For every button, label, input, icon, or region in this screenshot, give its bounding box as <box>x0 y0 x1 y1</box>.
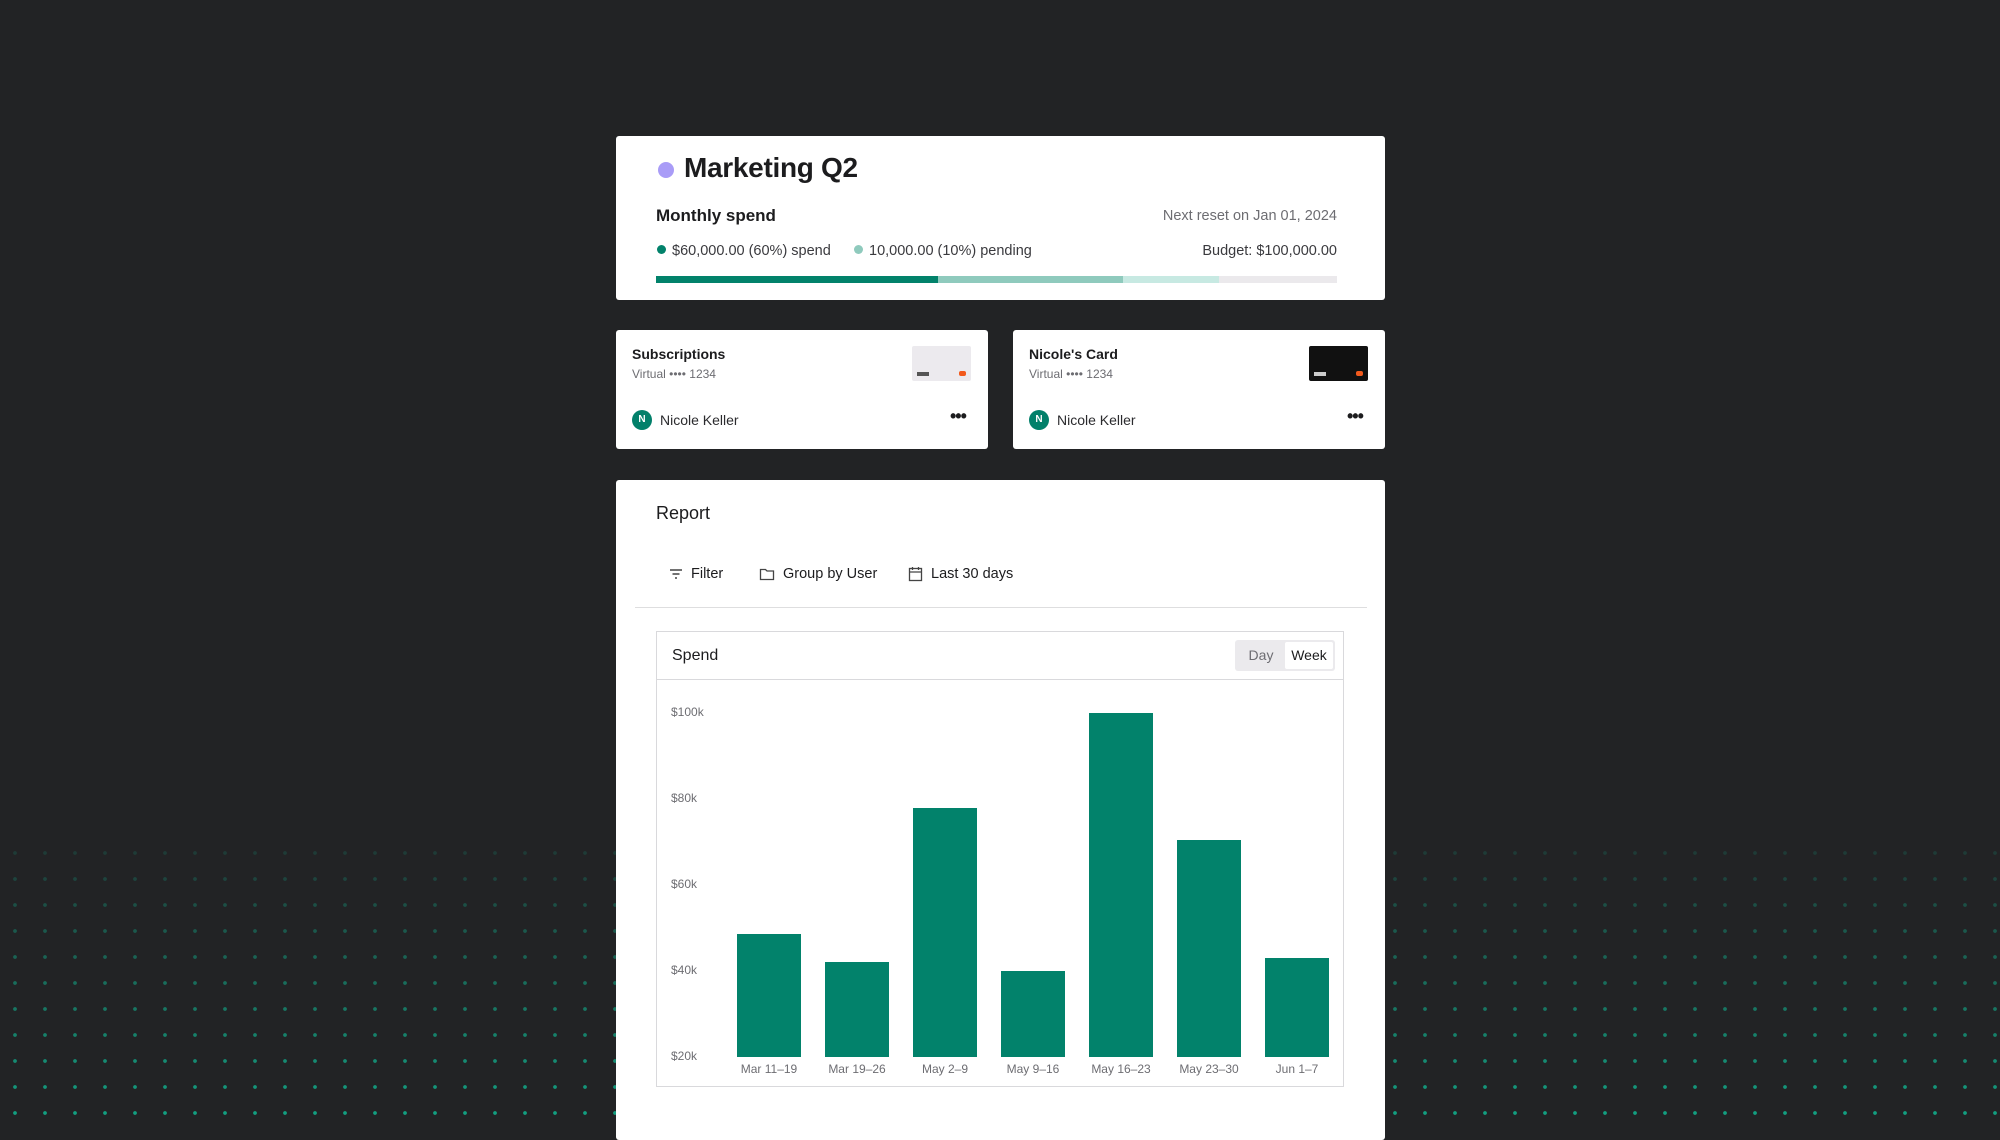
toggle-day[interactable]: Day <box>1248 647 1274 663</box>
bar[interactable] <box>825 962 889 1057</box>
filter-icon <box>670 569 682 579</box>
bar[interactable] <box>1177 839 1241 1057</box>
report-title: Report <box>656 503 711 523</box>
pending-dot <box>854 245 863 254</box>
date-range-label: Last 30 days <box>931 566 1014 582</box>
avatar: N <box>632 410 652 430</box>
x-tick-label: May 16–23 <box>1091 1062 1151 1076</box>
progress-spend <box>656 276 938 283</box>
status-dot <box>658 162 674 178</box>
pending-amount: 10,000.00 (10%) pending <box>869 243 1032 259</box>
pending-legend: 10,000.00 (10%) pending <box>854 243 1032 259</box>
x-tick-label: May 2–9 <box>921 1062 969 1076</box>
filter-label: Filter <box>691 566 724 582</box>
card-image <box>1309 346 1368 381</box>
x-tick-label: Mar 11–19 <box>740 1062 798 1076</box>
calendar-icon <box>908 567 923 582</box>
chart-title: Spend <box>672 647 719 664</box>
spend-legend: $60,000.00 (60%) spend <box>657 243 831 259</box>
page-title: Marketing Q2 <box>684 152 858 183</box>
toggle-week[interactable]: Week <box>1285 642 1333 669</box>
monthly-spend-label: Monthly spend <box>656 206 776 225</box>
group-by-button[interactable]: Group by User <box>759 566 877 582</box>
y-tick-label: $20k <box>671 1049 698 1063</box>
card-nicoles-card[interactable]: Nicole's Card Virtual •••• 1234 N Nicole… <box>1013 330 1385 449</box>
card-detail: Virtual •••• 1234 <box>632 367 716 381</box>
x-tick-label: Mar 19–26 <box>828 1062 886 1076</box>
x-tick-label: May 23–30 <box>1179 1062 1239 1076</box>
divider <box>635 607 1367 608</box>
y-tick-label: $100k <box>671 705 704 719</box>
more-options-icon[interactable]: ••• <box>1347 406 1364 426</box>
card-name: Nicole's Card <box>1029 346 1118 362</box>
card-detail: Virtual •••• 1234 <box>1029 367 1113 381</box>
y-tick-label: $60k <box>671 877 698 891</box>
filter-button[interactable]: Filter <box>669 566 723 582</box>
folder-icon <box>759 568 775 581</box>
bar[interactable] <box>1089 713 1153 1057</box>
chart-header: Spend Day Week <box>657 632 1343 680</box>
budget-progress-bar <box>656 276 1337 283</box>
more-options-icon[interactable]: ••• <box>950 406 967 426</box>
budget-amount: Budget: $100,000.00 <box>1202 243 1337 259</box>
x-tick-label: May 9–16 <box>1006 1062 1060 1076</box>
card-subscriptions[interactable]: Subscriptions Virtual •••• 1234 N Nicole… <box>616 330 988 449</box>
progress-pending <box>937 276 1124 283</box>
bar[interactable] <box>1001 971 1065 1057</box>
period-toggle: Day Week <box>1235 640 1335 671</box>
group-by-label: Group by User <box>783 566 878 582</box>
bar[interactable] <box>737 934 801 1057</box>
y-tick-label: $80k <box>671 791 698 805</box>
progress-light <box>1123 276 1220 283</box>
next-reset: Next reset on Jan 01, 2024 <box>1162 208 1337 224</box>
date-range-button[interactable]: Last 30 days <box>908 566 1013 582</box>
spend-chart: Spend Day Week $100k $80k $60k $40k $20k Mar … <box>656 631 1344 1087</box>
bar[interactable] <box>913 807 977 1057</box>
avatar: N <box>1029 410 1049 430</box>
card-name: Subscriptions <box>632 346 726 362</box>
budget-card <box>616 136 1385 300</box>
spend-amount: $60,000.00 (60%) spend <box>672 243 831 259</box>
card-owner: Nicole Keller <box>660 412 739 428</box>
y-tick-label: $40k <box>671 963 698 977</box>
bar[interactable] <box>1265 958 1329 1057</box>
card-owner: Nicole Keller <box>1057 412 1136 428</box>
spend-dot <box>657 245 666 254</box>
card-image <box>912 346 971 381</box>
x-tick-label: Jun 1–7 <box>1275 1062 1319 1076</box>
